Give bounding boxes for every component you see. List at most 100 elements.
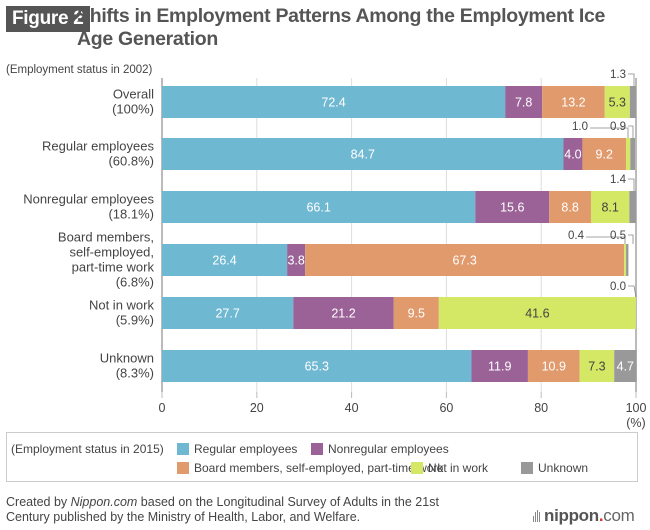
chart-title: Shifts in Employment Patterns Among the … bbox=[77, 5, 606, 50]
category-label: Overall bbox=[113, 87, 154, 102]
outside-data-label: 1.3 bbox=[610, 69, 626, 81]
legend-item-regular: Regular employees bbox=[177, 442, 297, 456]
data-label: 41.6 bbox=[525, 307, 549, 321]
bar-segment bbox=[630, 138, 636, 170]
legend-label: Regular employees bbox=[194, 442, 298, 456]
x-tick-label: 60 bbox=[439, 401, 453, 415]
data-label: 4.7 bbox=[617, 360, 634, 374]
data-label: 21.2 bbox=[331, 307, 355, 321]
logo-tld: com bbox=[603, 506, 635, 525]
outside-data-label: 0.0 bbox=[610, 281, 626, 293]
nippon-logo: nippon. com bbox=[533, 506, 635, 526]
outside-data-label: 0.4 bbox=[568, 230, 585, 242]
bar-segment bbox=[604, 86, 630, 118]
source-prefix: Created by bbox=[6, 495, 71, 509]
legend-swatch bbox=[177, 462, 189, 474]
data-label: 84.7 bbox=[351, 148, 375, 162]
legend-label: Board members, self-employed, part-time … bbox=[194, 461, 444, 475]
bar-segment bbox=[393, 297, 439, 329]
data-label: 15.6 bbox=[500, 201, 524, 215]
data-label: 27.7 bbox=[215, 307, 239, 321]
data-label: 3.8 bbox=[287, 254, 304, 268]
source-site: Nippon.com bbox=[70, 495, 138, 509]
legend-item-not-in-work: Not in work bbox=[411, 461, 488, 475]
category-label: part-time work bbox=[72, 260, 155, 275]
bar-segment bbox=[162, 297, 294, 329]
outside-data-label: 0.5 bbox=[610, 230, 626, 242]
leader-line bbox=[628, 73, 635, 86]
leader-line bbox=[628, 125, 634, 138]
bar-segment bbox=[542, 86, 605, 118]
category-label: Board members, bbox=[58, 230, 154, 245]
x-tick-label: 100 bbox=[626, 401, 647, 415]
figure-badge: Figure 2 bbox=[6, 6, 90, 32]
legend-item-unknown: Unknown bbox=[521, 461, 588, 475]
x-tick-label: 0 bbox=[159, 401, 166, 415]
category-label: Regular employees bbox=[42, 139, 155, 154]
bar-segment bbox=[438, 297, 636, 329]
legend-swatch bbox=[521, 462, 533, 474]
bar-segment bbox=[582, 138, 627, 170]
bar-segment bbox=[505, 86, 543, 118]
data-label: 8.1 bbox=[601, 201, 618, 215]
x-tick-label: 40 bbox=[345, 401, 359, 415]
category-label: Unknown bbox=[100, 351, 154, 366]
bar-segment bbox=[629, 191, 636, 223]
bar-segment bbox=[287, 244, 306, 276]
category-label: (18.1%) bbox=[108, 207, 154, 222]
data-label: 65.3 bbox=[305, 360, 329, 374]
data-label: 26.4 bbox=[212, 254, 236, 268]
x-axis-unit: (%) bbox=[626, 416, 645, 430]
logo-dot: . bbox=[598, 506, 604, 525]
bar-segment bbox=[563, 138, 583, 170]
outside-data-label: 1.0 bbox=[572, 121, 588, 133]
bar-segment bbox=[293, 297, 394, 329]
category-label: (100%) bbox=[112, 102, 154, 117]
data-label: 72.4 bbox=[321, 96, 345, 110]
data-label: 67.3 bbox=[452, 254, 476, 268]
data-label: 8.8 bbox=[561, 201, 578, 215]
bar-segment bbox=[475, 191, 550, 223]
outside-data-label: 1.4 bbox=[610, 174, 627, 186]
category-label: (60.8%) bbox=[108, 154, 154, 169]
bar-segment bbox=[629, 86, 636, 118]
data-label: 5.3 bbox=[609, 96, 626, 110]
bar-segment bbox=[162, 350, 472, 382]
outside-labels: 1.3 1.0 0.9 1.4 0.4 0.5 0.0 bbox=[568, 69, 637, 298]
outside-data-label: 0.9 bbox=[610, 121, 626, 133]
x-tick-label: 20 bbox=[250, 401, 264, 415]
legend-label: Unknown bbox=[538, 461, 589, 475]
data-label: 11.9 bbox=[488, 360, 511, 374]
legend-heading: (Employment status in 2015) bbox=[11, 442, 164, 456]
legend: (Employment status in 2015) Regular empl… bbox=[6, 432, 638, 482]
data-label: 7.3 bbox=[588, 360, 605, 374]
y-axis-heading: (Employment status in 2002) bbox=[6, 64, 153, 76]
data-label: 9.5 bbox=[408, 307, 425, 321]
data-label: 13.2 bbox=[561, 96, 585, 110]
category-label: (8.3%) bbox=[116, 366, 154, 381]
logo-bars-icon bbox=[533, 510, 540, 522]
bar-segment bbox=[305, 244, 625, 276]
gridlines bbox=[161, 78, 637, 392]
leader-line bbox=[628, 178, 635, 191]
bars: 72.4 7.8 13.2 5.3 84.7 4.0 9.2 66.1 15.6 8.8 8.1 26… bbox=[162, 86, 637, 382]
leader-line bbox=[590, 127, 629, 138]
stacked-bar-chart: 72.4 7.8 13.2 5.3 84.7 4.0 9.2 66.1 15.6 8.8 8.1 26… bbox=[23, 69, 647, 430]
data-label: 9.2 bbox=[596, 148, 613, 162]
bar-segment bbox=[527, 350, 580, 382]
category-labels: Overall(100%) Regular employees(60.8%) Non… bbox=[23, 87, 154, 381]
category-label: (6.8%) bbox=[116, 275, 154, 290]
legend-swatch bbox=[311, 443, 323, 455]
logo-name: nippon bbox=[544, 506, 599, 525]
x-tick-label: 80 bbox=[534, 401, 548, 415]
data-label: 4.0 bbox=[564, 148, 581, 162]
legend-label: Not in work bbox=[428, 461, 489, 475]
leader-line bbox=[586, 236, 626, 244]
data-label: 66.1 bbox=[306, 201, 330, 215]
legend-item-board: Board members, self-employed, part-time … bbox=[177, 461, 443, 475]
category-label: Nonregular employees bbox=[23, 192, 154, 207]
bar-segment bbox=[590, 191, 630, 223]
legend-swatch bbox=[411, 462, 423, 474]
category-label: Not in work bbox=[89, 298, 155, 313]
x-axis-ticks: 0 20 40 60 80 100(%) bbox=[159, 392, 647, 430]
